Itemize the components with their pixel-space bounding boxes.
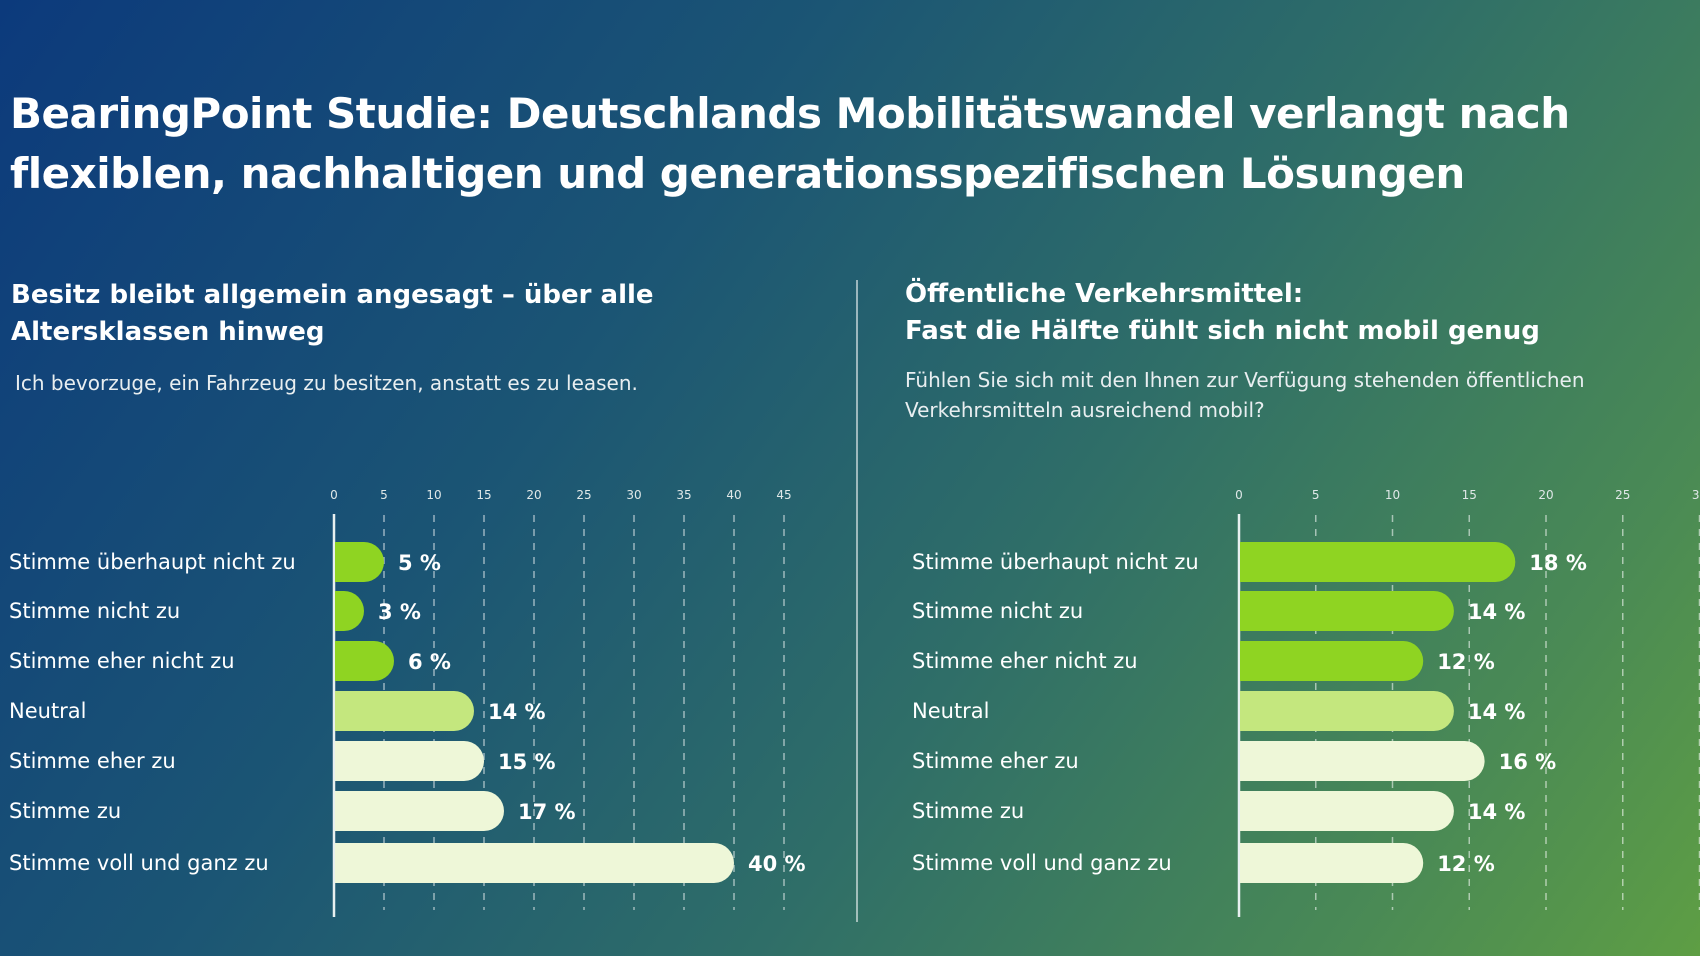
tick-label: 15 [1462,488,1477,502]
tick-label: 5 [1312,488,1320,502]
right-heading-line-1: Öffentliche Verkehrsmittel: [905,279,1304,309]
tick-label: 25 [576,488,591,502]
data-label: 5 % [398,551,441,575]
data-label: 12 % [1437,650,1495,674]
chart-right: 0 5 10 15 20 25 30 Stimme überhaupt nicht zu 18 … [912,488,1700,917]
category-label: Stimme eher nicht zu [9,649,235,673]
bar [1240,691,1454,731]
tick-label: 0 [330,488,338,502]
bar [335,542,384,582]
category-label: Stimme voll und ganz zu [912,851,1172,875]
right-question-line-1: Fühlen Sie sich mit den Ihnen zur Verfüg… [905,368,1585,392]
data-label: 15 % [498,750,556,774]
page-title: BearingPoint Studie: Deutschlands Mobili… [10,84,1570,204]
data-label: 40 % [748,852,806,876]
right-question-line-2: Verkehrsmitteln ausreichend mobil? [905,398,1265,422]
bar [1240,843,1424,883]
bar [1240,791,1454,831]
tick-label: 20 [526,488,541,502]
right-heading-line-2: Fast die Hälfte fühlt sich nicht mobil g… [905,316,1540,346]
right-question: Fühlen Sie sich mit den Ihnen zur Verfüg… [905,365,1585,425]
category-label: Stimme nicht zu [9,599,180,623]
divider [856,280,858,922]
category-label: Stimme nicht zu [912,599,1083,623]
tick-label: 40 [726,488,741,502]
tick-label: 10 [1385,488,1400,502]
bar [335,591,364,631]
chart-left: 0 5 10 15 20 25 30 35 40 45 Stimme überhaupt nicht… [9,488,806,917]
category-label: Stimme eher nicht zu [912,649,1138,673]
tick-label: 15 [476,488,491,502]
data-label: 14 % [1468,800,1526,824]
bar [1240,542,1516,582]
data-label: 16 % [1499,750,1557,774]
left-heading: Besitz bleibt allgemein angesagt – über … [11,277,654,351]
tick-label: 45 [776,488,791,502]
tick-label: 25 [1615,488,1630,502]
category-label: Stimme zu [9,799,121,823]
left-heading-line-2: Altersklassen hinweg [11,317,325,347]
tick-label: 35 [676,488,691,502]
data-label: 17 % [518,800,576,824]
bar [335,691,474,731]
category-label: Stimme überhaupt nicht zu [9,550,296,574]
bar [335,641,394,681]
data-label: 3 % [378,600,421,624]
bar [1240,741,1485,781]
category-label: Stimme eher zu [912,749,1079,773]
data-label: 18 % [1529,551,1587,575]
data-label: 6 % [408,650,451,674]
title-line-1: BearingPoint Studie: Deutschlands Mobili… [10,89,1570,138]
tick-label: 30 [1692,488,1700,502]
title-line-2: flexiblen, nachhaltigen und generationss… [10,149,1465,198]
right-heading: Öffentliche Verkehrsmittel: Fast die Häl… [905,276,1540,350]
tick-label: 0 [1235,488,1243,502]
bar [335,741,484,781]
category-label: Stimme überhaupt nicht zu [912,550,1199,574]
bar [1240,591,1454,631]
bar [1240,641,1424,681]
tick-label: 5 [380,488,388,502]
tick-label: 20 [1538,488,1553,502]
bar [335,843,734,883]
left-question: Ich bevorzuge, ein Fahrzeug zu besitzen,… [15,371,638,395]
data-label: 14 % [1468,700,1526,724]
tick-label: 30 [626,488,641,502]
data-label: 14 % [488,700,546,724]
category-label: Stimme zu [912,799,1024,823]
data-label: 14 % [1468,600,1526,624]
tick-label: 10 [426,488,441,502]
category-label: Stimme voll und ganz zu [9,851,269,875]
category-label: Neutral [9,699,87,723]
left-heading-line-1: Besitz bleibt allgemein angesagt – über … [11,280,654,310]
bar [335,791,504,831]
category-label: Stimme eher zu [9,749,176,773]
category-label: Neutral [912,699,990,723]
data-label: 12 % [1437,852,1495,876]
